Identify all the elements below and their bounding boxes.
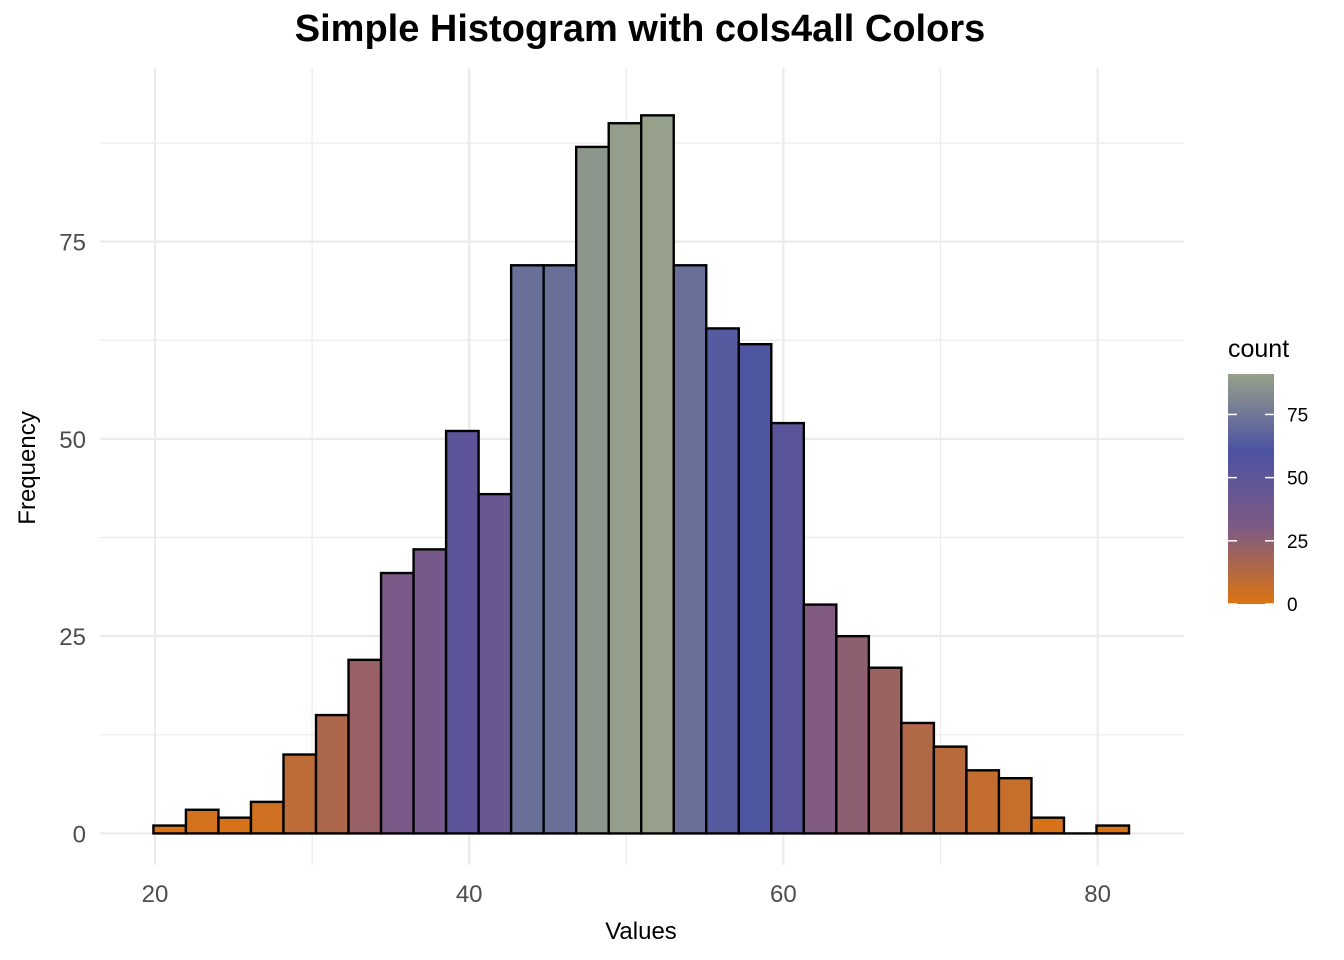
histogram-bar bbox=[900, 721, 936, 835]
histogram-bar bbox=[607, 122, 643, 835]
histogram-bar bbox=[705, 327, 740, 835]
y-tick-label: 50 bbox=[59, 427, 86, 454]
histogram-bar bbox=[379, 571, 415, 835]
histogram-bar bbox=[184, 808, 220, 835]
histogram-bar bbox=[217, 816, 253, 835]
histogram-bar bbox=[965, 769, 1001, 835]
x-tick-label: 60 bbox=[770, 881, 797, 908]
legend-title: count bbox=[1228, 335, 1289, 363]
x-tick-label: 80 bbox=[1084, 881, 1111, 908]
histogram-bar bbox=[997, 776, 1033, 835]
x-axis-title: Values bbox=[605, 918, 677, 945]
histogram-bar bbox=[770, 421, 806, 835]
histogram-bar bbox=[314, 713, 350, 835]
legend-tick-label: 0 bbox=[1287, 595, 1298, 616]
histogram-bars bbox=[152, 114, 1131, 835]
histogram-bar bbox=[444, 429, 480, 835]
y-tick-label: 75 bbox=[59, 230, 86, 257]
histogram-bar bbox=[835, 634, 871, 835]
histogram-bar bbox=[802, 603, 838, 835]
histogram-bar bbox=[867, 666, 903, 835]
x-tick-label: 20 bbox=[142, 881, 169, 908]
legend-colorbar bbox=[1228, 374, 1274, 604]
y-axis-title: Frequency bbox=[14, 411, 41, 524]
histogram-bar bbox=[542, 264, 578, 835]
legend-tick-label: 50 bbox=[1287, 469, 1308, 490]
legend-tick-label: 75 bbox=[1287, 405, 1308, 426]
y-tick-label: 0 bbox=[73, 821, 86, 848]
histogram-bar bbox=[640, 114, 675, 835]
histogram-bar bbox=[347, 658, 383, 835]
x-tick-label: 40 bbox=[456, 881, 483, 908]
histogram-bar bbox=[574, 145, 610, 835]
axis-ticks: 20 40 60 80 0 25 50 75 bbox=[59, 230, 1111, 908]
histogram-bar bbox=[737, 342, 773, 835]
histogram-bar bbox=[932, 745, 968, 835]
color-legend: count 0 25 50 75 bbox=[1228, 335, 1308, 616]
histogram-bar bbox=[1095, 824, 1131, 835]
histogram-bar bbox=[509, 264, 545, 835]
chart-title: Simple Histogram with cols4all Colors bbox=[294, 8, 986, 50]
histogram-bar bbox=[477, 492, 513, 835]
histogram-bar bbox=[282, 753, 318, 835]
histogram-bar bbox=[1030, 816, 1066, 835]
legend-tick-label: 25 bbox=[1287, 532, 1308, 553]
y-tick-label: 25 bbox=[59, 624, 86, 651]
histogram-bar bbox=[152, 824, 188, 835]
histogram-bar bbox=[672, 264, 708, 835]
histogram-bar bbox=[412, 548, 448, 835]
histogram-bar bbox=[249, 800, 285, 835]
